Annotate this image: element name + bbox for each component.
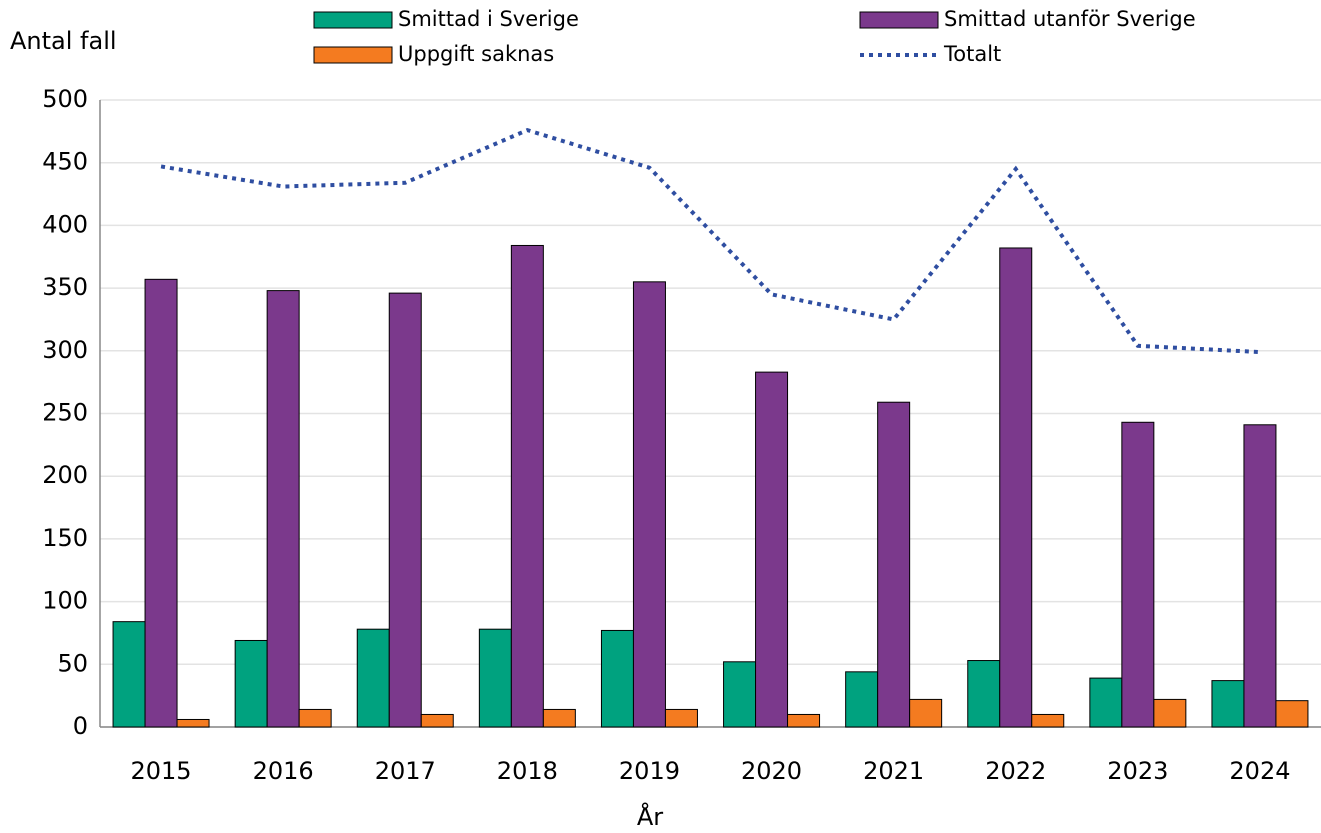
bar xyxy=(787,713,821,728)
bar xyxy=(478,628,512,728)
legend-label: Smittad i Sverige xyxy=(398,7,579,31)
x-tick-label: 2023 xyxy=(1107,757,1168,785)
legend-label: Uppgift saknas xyxy=(398,42,554,66)
bar xyxy=(542,708,576,728)
bar xyxy=(877,401,911,728)
bar xyxy=(298,708,332,728)
bar xyxy=(176,718,210,728)
bar xyxy=(234,639,268,728)
y-tick-label: 300 xyxy=(42,336,88,364)
bar xyxy=(1031,713,1065,728)
x-tick-label: 2017 xyxy=(375,757,436,785)
bar xyxy=(266,290,300,728)
bar xyxy=(356,628,390,728)
bar xyxy=(845,671,879,728)
bar xyxy=(723,661,757,728)
y-tick-label: 150 xyxy=(42,524,88,552)
legend-swatch xyxy=(313,46,393,64)
bar xyxy=(112,621,146,728)
bar xyxy=(1121,421,1155,728)
bar xyxy=(144,278,178,728)
legend-swatch xyxy=(313,11,393,29)
bar xyxy=(1089,677,1123,728)
bar xyxy=(909,698,943,728)
x-tick-label: 2024 xyxy=(1229,757,1290,785)
bar xyxy=(755,371,789,728)
x-tick-label: 2018 xyxy=(497,757,558,785)
bar xyxy=(1211,680,1245,728)
legend-swatch xyxy=(859,11,939,29)
bar xyxy=(664,708,698,728)
x-axis-label: År xyxy=(637,802,663,831)
legend-label: Totalt xyxy=(943,42,1001,66)
x-tick-label: 2016 xyxy=(253,757,314,785)
total-line xyxy=(160,127,1261,355)
x-tick-label: 2022 xyxy=(985,757,1046,785)
bar xyxy=(600,629,634,728)
bar xyxy=(420,713,454,728)
bar xyxy=(967,660,1001,728)
y-tick-label: 100 xyxy=(42,587,88,615)
x-tick-label: 2020 xyxy=(741,757,802,785)
y-tick-label: 500 xyxy=(42,85,88,113)
bar xyxy=(632,281,666,728)
y-tick-label: 400 xyxy=(42,210,88,238)
y-axis-label: Antal fall xyxy=(10,27,117,55)
y-tick-label: 50 xyxy=(57,649,88,677)
y-tick-label: 0 xyxy=(73,712,88,740)
bar xyxy=(1153,698,1187,728)
x-tick-label: 2021 xyxy=(863,757,924,785)
x-tick-label: 2015 xyxy=(131,757,192,785)
x-tick-label: 2019 xyxy=(619,757,680,785)
bar xyxy=(388,292,422,728)
bar xyxy=(1243,424,1277,728)
bar xyxy=(999,247,1033,728)
bar xyxy=(1275,700,1309,728)
legend-label: Smittad utanför Sverige xyxy=(944,7,1196,31)
bar xyxy=(510,244,544,728)
y-tick-label: 450 xyxy=(42,148,88,176)
y-tick-label: 350 xyxy=(42,273,88,301)
y-tick-label: 250 xyxy=(42,399,88,427)
y-tick-label: 200 xyxy=(42,461,88,489)
